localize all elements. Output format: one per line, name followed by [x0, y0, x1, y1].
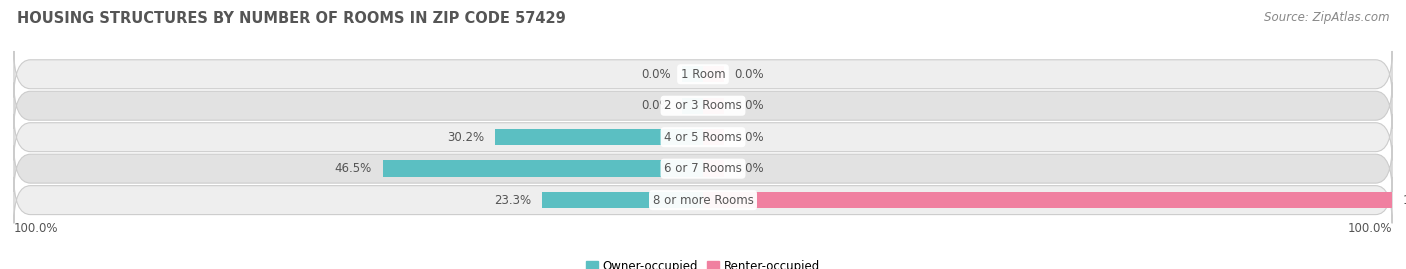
- Bar: [495, 129, 703, 145]
- Text: 100.0%: 100.0%: [1403, 194, 1406, 207]
- Text: 100.0%: 100.0%: [14, 222, 59, 235]
- Text: Source: ZipAtlas.com: Source: ZipAtlas.com: [1264, 11, 1389, 24]
- Bar: [682, 66, 703, 82]
- Text: HOUSING STRUCTURES BY NUMBER OF ROOMS IN ZIP CODE 57429: HOUSING STRUCTURES BY NUMBER OF ROOMS IN…: [17, 11, 565, 26]
- FancyBboxPatch shape: [14, 177, 1392, 224]
- Bar: [382, 161, 703, 177]
- Bar: [703, 98, 724, 114]
- Text: 2 or 3 Rooms: 2 or 3 Rooms: [664, 99, 742, 112]
- Text: 6 or 7 Rooms: 6 or 7 Rooms: [664, 162, 742, 175]
- Legend: Owner-occupied, Renter-occupied: Owner-occupied, Renter-occupied: [581, 256, 825, 269]
- Text: 100.0%: 100.0%: [1347, 222, 1392, 235]
- Text: 0.0%: 0.0%: [641, 68, 671, 81]
- Text: 0.0%: 0.0%: [735, 131, 765, 144]
- Text: 0.0%: 0.0%: [735, 68, 765, 81]
- Text: 30.2%: 30.2%: [447, 131, 484, 144]
- Text: 4 or 5 Rooms: 4 or 5 Rooms: [664, 131, 742, 144]
- Text: 0.0%: 0.0%: [735, 162, 765, 175]
- Text: 0.0%: 0.0%: [641, 99, 671, 112]
- Bar: [703, 66, 724, 82]
- Bar: [703, 161, 724, 177]
- Bar: [682, 98, 703, 114]
- Text: 46.5%: 46.5%: [335, 162, 371, 175]
- FancyBboxPatch shape: [14, 51, 1392, 98]
- Bar: [543, 192, 703, 208]
- Bar: [703, 129, 724, 145]
- Text: 8 or more Rooms: 8 or more Rooms: [652, 194, 754, 207]
- FancyBboxPatch shape: [14, 114, 1392, 161]
- Text: 1 Room: 1 Room: [681, 68, 725, 81]
- FancyBboxPatch shape: [14, 145, 1392, 192]
- Text: 0.0%: 0.0%: [735, 99, 765, 112]
- FancyBboxPatch shape: [14, 82, 1392, 129]
- Text: 23.3%: 23.3%: [495, 194, 531, 207]
- Bar: [703, 192, 1392, 208]
